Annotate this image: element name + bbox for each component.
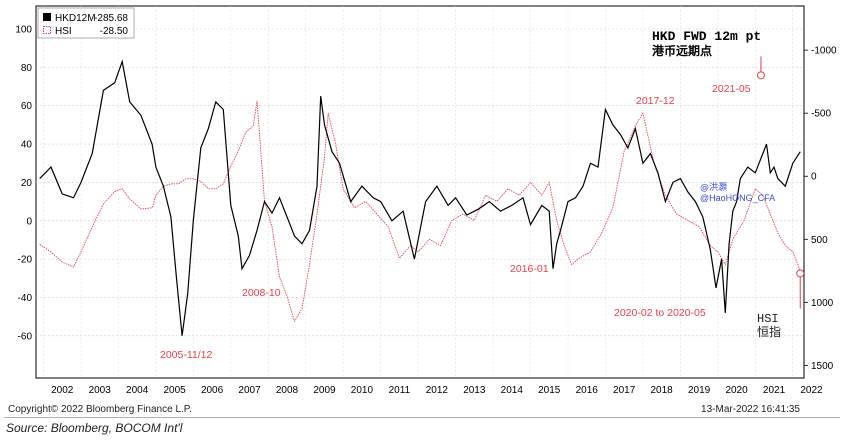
source-text: Source: Bloomberg, BOCOM Int'l [6, 421, 183, 435]
annotation-2008-10: 2008-10 [242, 287, 281, 299]
annotation-2021-05: 2021-05 [712, 83, 751, 95]
annotation-title-cn: 港币远期点 [652, 43, 712, 58]
left-tick-label: 100 [15, 25, 32, 36]
x-tick-label: 2010 [351, 385, 374, 396]
timestamp-text: 13-Mar-2022 16:41:35 [701, 404, 800, 415]
annotation-hsi: HSI [757, 312, 779, 326]
plot-area [35, 5, 805, 379]
annotation-2016-01: 2016-01 [510, 263, 549, 275]
x-tick-label: 2019 [688, 385, 711, 396]
series-lines [39, 59, 801, 336]
right-tick-label: -500 [811, 109, 831, 120]
x-tick-label: 2013 [463, 385, 486, 396]
copyright-text: Copyright© 2022 Bloomberg Finance L.P. [8, 404, 192, 415]
left-tick-label: 40 [21, 140, 33, 151]
x-tick-label: 2017 [613, 385, 636, 396]
left-tick-label: 80 [21, 63, 33, 74]
legend-swatch-hkd12m [43, 13, 51, 21]
legend-value-hsi: -28.50 [100, 26, 129, 37]
x-tick-label: 2015 [538, 385, 561, 396]
right-tick-label: 500 [811, 235, 828, 246]
right-tick-label: 0 [811, 172, 817, 183]
right-tick-label: -1000 [811, 46, 837, 57]
hkd-forward-points-vs-hsi-chart: 100 80 60 40 20 0 -20 -40 -60 -1000 -500 0 500 1000 1… [15, 5, 837, 396]
x-tick-label: 2022 [800, 385, 823, 396]
x-tick-label: 2014 [501, 385, 524, 396]
left-tick-label: 20 [21, 178, 33, 189]
annotation-2020-02-to-2020-05: 2020-02 to 2020-05 [614, 307, 706, 319]
legend-label-hsi: HSI [55, 26, 72, 37]
x-tick-label: 2020 [725, 385, 748, 396]
x-tick-label: 2002 [51, 385, 74, 396]
x-tick-label: 2005 [163, 385, 186, 396]
legend-value-hkd12m: -285.68 [94, 13, 128, 24]
left-axis-tick-labels: 100 80 60 40 20 0 -20 -40 -60 [15, 25, 32, 343]
annotation-title-en: HKD FWD 12m pt [652, 29, 761, 44]
annotation-hsi-cn: 恒指 [757, 324, 781, 339]
annotation-2005-11-12: 2005-11/12 [160, 349, 213, 361]
event-markers [756, 56, 805, 309]
left-tick-label: -60 [18, 331, 33, 342]
left-tick-label: 0 [26, 216, 32, 227]
left-tick-label: 60 [21, 101, 33, 112]
marker-hsi-latest [796, 269, 805, 278]
x-tick-label: 2016 [576, 385, 599, 396]
legend-label-hkd12m: HKD12M [55, 13, 96, 24]
x-axis-tick-labels: 2002 2003 2004 2005 2006 2007 2008 2009 2010 2011… [51, 385, 823, 396]
series-line-hkd12m [39, 59, 801, 336]
x-tick-label: 2004 [126, 385, 149, 396]
x-tick-label: 2021 [763, 385, 786, 396]
legend-swatch-hsi [43, 26, 51, 34]
left-tick-label: -40 [18, 293, 33, 304]
series-line-hsi [39, 100, 801, 323]
x-tick-label: 2008 [276, 385, 299, 396]
annotation-2017-12: 2017-12 [636, 95, 675, 107]
x-tick-label: 2009 [313, 385, 336, 396]
x-tick-label: 2012 [426, 385, 449, 396]
right-tick-label: 1500 [811, 361, 834, 372]
right-axis-tick-labels: -1000 -500 0 500 1000 1500 [804, 46, 837, 372]
legend: HKD12M -285.68 HSI -28.50 [37, 7, 135, 39]
left-tick-label: -20 [18, 255, 33, 266]
watermark-cn: @洪灝 [700, 181, 727, 193]
x-tick-label: 2018 [651, 385, 674, 396]
x-tick-label: 2011 [389, 385, 411, 396]
x-tick-label: 2003 [89, 385, 112, 396]
watermark-handle: @HaoHONG_CFA [700, 193, 775, 203]
footer-divider [4, 417, 840, 418]
legend-box [37, 7, 135, 39]
marker-2021-05 [756, 71, 765, 80]
x-tick-label: 2006 [201, 385, 224, 396]
right-tick-label: 1000 [811, 298, 834, 309]
grid-lines [36, 6, 804, 378]
x-tick-label: 2007 [238, 385, 261, 396]
